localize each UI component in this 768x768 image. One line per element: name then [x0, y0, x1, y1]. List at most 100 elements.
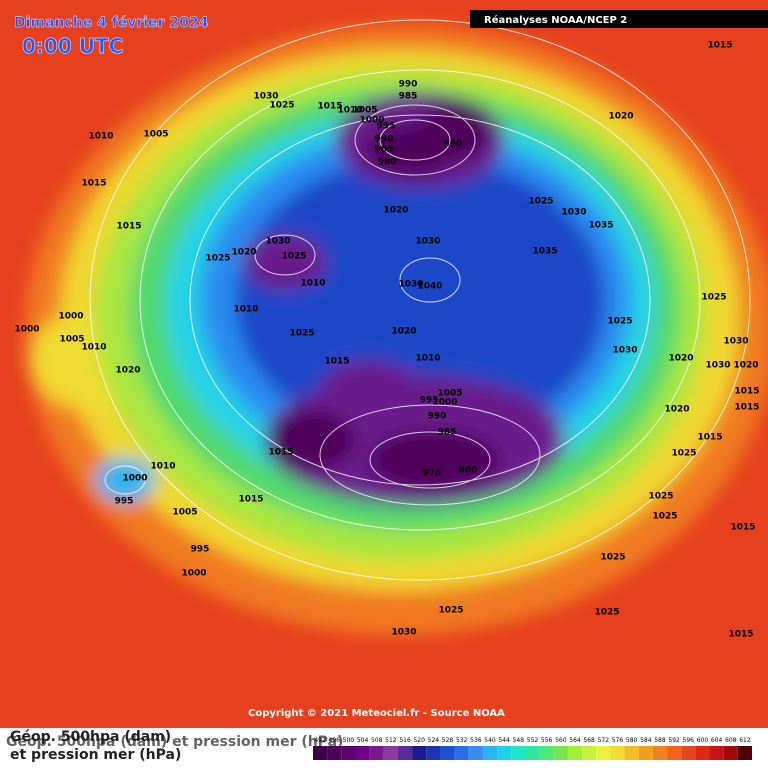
isobar-label: 990 [444, 140, 463, 150]
isobar-label: 985 [438, 428, 457, 438]
color-bar-cell [468, 746, 483, 760]
isobar-label: 1025 [671, 449, 696, 459]
isobar-label: 1015 [81, 179, 106, 189]
color-bar-label: 552 [527, 737, 539, 744]
color-bar-label: 508 [371, 737, 383, 744]
color-bar-label: 568 [583, 737, 595, 744]
color-bar-label: 536 [470, 737, 482, 744]
isobar-label: 1030 [415, 237, 440, 247]
isobar-label: 1030 [391, 628, 416, 638]
isobar-label: 1020 [115, 366, 140, 376]
isobar-label: 1005 [59, 335, 84, 345]
color-bar-label: 572 [598, 737, 610, 744]
color-bar-cell [539, 746, 554, 760]
color-bar-label: 548 [513, 737, 525, 744]
isobar-label: 1005 [143, 130, 168, 140]
isobar-label: 1015 [728, 630, 753, 640]
isobar-label: 1015 [116, 222, 141, 232]
color-bar-cell [426, 746, 441, 760]
color-bar-label: 584 [640, 737, 652, 744]
color-bar-cell [383, 746, 398, 760]
isobar-label: 1015 [238, 495, 263, 505]
color-bar-cell [454, 746, 469, 760]
isobar-label: 1025 [281, 252, 306, 262]
isobar-label: 1025 [528, 197, 553, 207]
isobar-label: 1010 [233, 305, 258, 315]
isobar-label: 1015 [730, 523, 755, 533]
color-bar-label: 608 [725, 737, 737, 744]
color-bar-cell [638, 746, 653, 760]
isobar-label: 1015 [324, 357, 349, 367]
isobar-label: 1025 [269, 101, 294, 111]
isobar-label: 1020 [608, 112, 633, 122]
isobar-label: 990 [428, 412, 447, 422]
color-bar-label: 576 [612, 737, 624, 744]
date: Dimanche 4 février 2024 [14, 15, 209, 31]
isobar-label: 990 [399, 80, 418, 90]
isobar-label: 1025 [600, 553, 625, 563]
isobar-label: 1005 [437, 389, 462, 399]
isobar-label: 1020 [733, 361, 758, 371]
color-bar-cell [596, 746, 611, 760]
isobar-label: 1025 [205, 254, 230, 264]
isobar-label: 1015 [317, 102, 342, 112]
isobar-label: 995 [115, 497, 134, 507]
color-bar-cell [567, 746, 583, 760]
color-bar-cell [497, 746, 512, 760]
isobar-label: 1010 [150, 462, 175, 472]
isobar-label: 1025 [438, 606, 463, 616]
isobar-label: 985 [375, 145, 394, 155]
isobar-label: 980 [459, 466, 478, 476]
isobar-label: 1015 [268, 448, 293, 458]
isobar-label: 1025 [652, 512, 677, 522]
isobar-label: 975 [423, 469, 442, 479]
color-bar-label: 496 [329, 737, 341, 744]
isobar-label: 995 [377, 122, 396, 132]
color-bar-label: 500 [343, 737, 355, 744]
isobar-label: 1020 [664, 405, 689, 415]
color-bar-cell [327, 746, 342, 760]
isobar-label: 1030 [723, 337, 748, 347]
isobar-label: 980 [378, 158, 397, 168]
isobar-label: 1010 [337, 106, 362, 116]
color-bar-cell [737, 746, 752, 760]
color-bar-cell [624, 746, 639, 760]
isobar-label: 1005 [172, 508, 197, 518]
isobar-label: 1030 [612, 346, 637, 356]
isobar-label: 1000 [122, 474, 147, 484]
isobar-label: 1025 [648, 492, 673, 502]
isobar-label: 1000 [432, 398, 457, 408]
color-bar-label: 592 [668, 737, 680, 744]
color-bar-cell [412, 746, 427, 760]
color-bar-label: 604 [711, 737, 723, 744]
color-bar-cell [440, 746, 455, 760]
isobar-label: 1035 [532, 247, 557, 257]
color-bar-label: 544 [498, 737, 510, 744]
isobar-label: 1010 [88, 132, 113, 142]
isobar-label: 1000 [58, 312, 83, 322]
isobar-label: 1025 [289, 329, 314, 339]
color-bar-label: 588 [654, 737, 666, 744]
legend-title: Géop. 500hpa (dam) et pression mer (hPa) [6, 734, 343, 750]
color-bar-cell [610, 746, 625, 760]
isobar-label: 1010 [300, 279, 325, 289]
isobar-label: 1015 [707, 41, 732, 51]
color-bar-cell [482, 746, 498, 760]
color-bar: 492 496 500 504 508 512 516 520 524 528 532 536 540 5… [313, 737, 752, 760]
source-banner: Réanalyses NOAA/NCEP 2 [484, 14, 627, 26]
color-bar-cell [652, 746, 668, 760]
isobar-label: 1020 [383, 206, 408, 216]
isobar-label: 1000 [181, 569, 206, 579]
color-bar-label: 532 [456, 737, 468, 744]
color-bar-label: 612 [739, 737, 751, 744]
isobar-label: 1020 [391, 327, 416, 337]
color-bar-cell [723, 746, 738, 760]
isobar-label: 1025 [594, 608, 619, 618]
color-bar-cell [553, 746, 568, 760]
copyright: Copyright © 2021 Meteociel.fr - Source N… [248, 708, 505, 719]
time: 0:00 UTC [22, 34, 123, 58]
isobar-label: 1030 [705, 361, 730, 371]
color-bar-label: 596 [683, 737, 695, 744]
color-bar-cell [681, 746, 696, 760]
